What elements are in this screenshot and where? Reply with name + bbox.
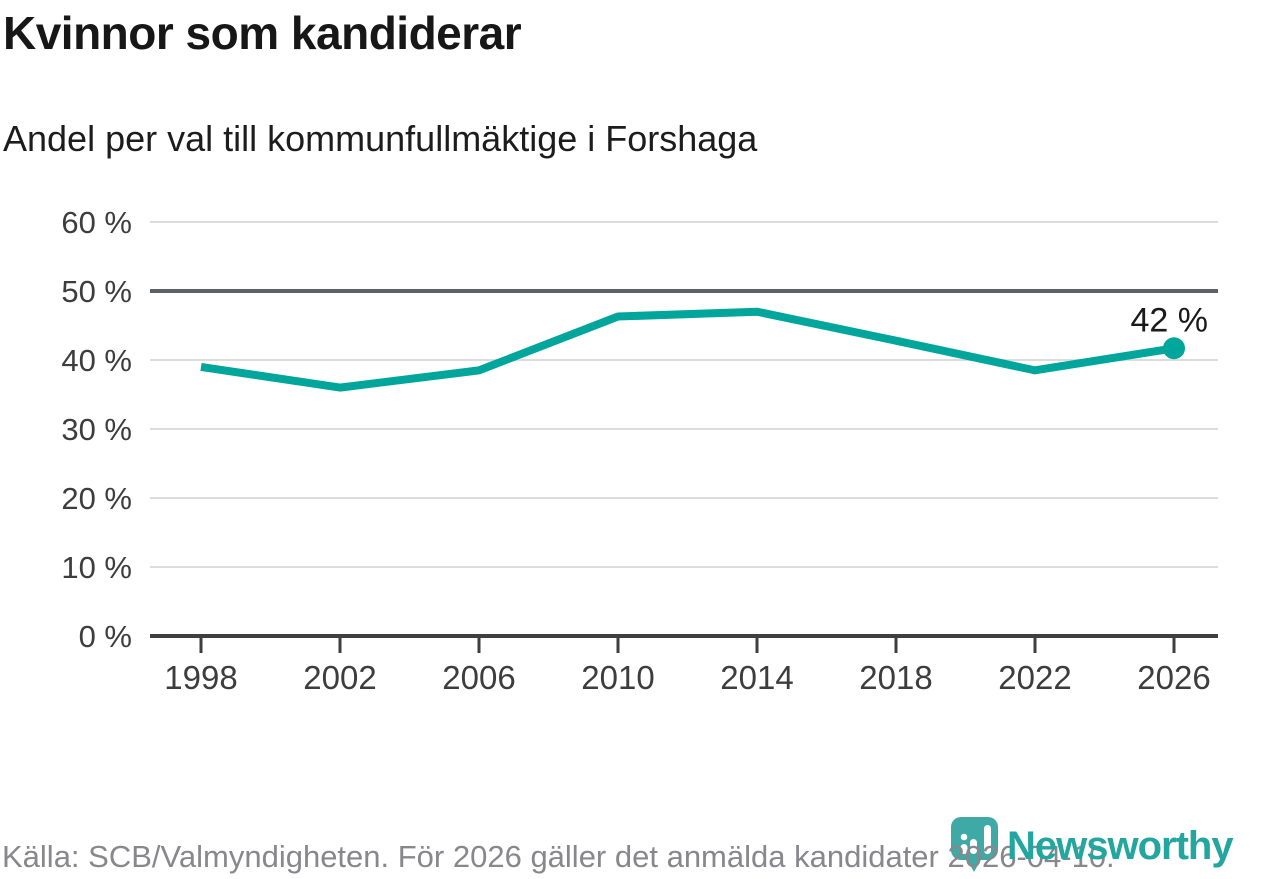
end-point-dot: [1163, 337, 1185, 360]
data-line: [200, 307, 1175, 392]
y-axis-tick-label: 50 %: [61, 274, 132, 309]
newsworthy-logo-icon: [951, 817, 998, 872]
y-axis-tick-label: 40 %: [61, 343, 132, 378]
x-axis-tick-label: 2006: [442, 659, 515, 696]
end-value-label: 42 %: [1131, 301, 1209, 339]
y-axis-tick-label: 30 %: [61, 412, 132, 447]
x-axis-tick-label: 2014: [720, 659, 793, 696]
x-axis-tick-label: 2026: [1137, 659, 1210, 696]
y-axis-tick-label: 20 %: [61, 481, 132, 516]
x-axis-tick-label: 1998: [164, 659, 237, 696]
x-axis-tick-label: 2002: [303, 659, 376, 696]
x-axis-tick-label: 2018: [859, 659, 932, 696]
x-axis-tick-label: 2022: [998, 659, 1071, 696]
chart-title: Kvinnor som kandiderar: [3, 7, 522, 59]
chart-subtitle: Andel per val till kommunfullmäktige i F…: [3, 118, 758, 159]
y-axis-tick-label: 10 %: [61, 550, 132, 585]
y-axis-tick-label: 60 %: [61, 205, 132, 240]
y-axis-tick-label: 0 %: [79, 619, 132, 654]
newsworthy-wordmark: Newsworthy: [1007, 824, 1234, 868]
source-note: Källa: SCB/Valmyndigheten. För 2026 gäll…: [2, 839, 1115, 874]
x-axis-tick-label: 2010: [581, 659, 654, 696]
